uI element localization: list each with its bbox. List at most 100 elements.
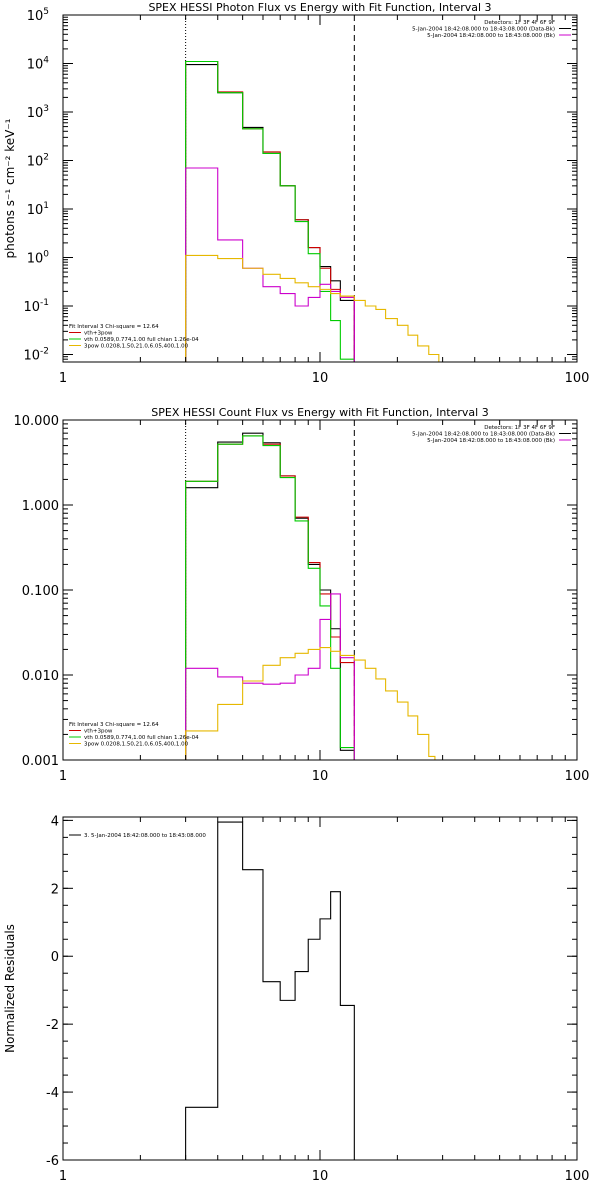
- x-axis: 1 10 100: [59, 420, 590, 784]
- y-tick-base: 0: [51, 950, 59, 965]
- y-tick-exponent: 2: [43, 152, 49, 162]
- legend-header: Fit Interval 3 Chi-square = 12.64: [69, 722, 159, 728]
- legend-label: 3pow 0.0208,1.50,21.0,6.05,400,1.00: [84, 742, 189, 748]
- y-tick-base: 10: [23, 348, 40, 363]
- info-line: Detectors: 1F 3F 4F 6F 9F: [484, 425, 555, 431]
- series-vth-3pow-line: [185, 60, 355, 362]
- y-tick-base: 10: [27, 154, 44, 169]
- residuals-chart: 1 10 100 -6 -4 -2 0 2 4 Normalized Residuals 3. 5-…: [3, 814, 589, 1184]
- legend-label: vth 0.0589,0.774,1.00 full chian 1.26e-0…: [84, 337, 199, 343]
- info-line: 5-Jan-2004 18:42:08.000 to 18:43:08.000 …: [427, 33, 555, 39]
- y-tick-label: 10-2: [23, 346, 49, 363]
- y-tick-label: 100: [27, 249, 50, 266]
- series-vth-line: [185, 60, 355, 362]
- x-tick-label: 100: [565, 1169, 590, 1184]
- x-tick-label: 10: [312, 1169, 329, 1184]
- y-tick-label: 103: [27, 104, 49, 121]
- y-tick-base: 10: [27, 106, 44, 121]
- chart-title: SPEX HESSI Count Flux vs Energy with Fit…: [151, 406, 488, 419]
- y-tick-label: -6: [46, 1154, 59, 1169]
- series-data-bk-line: [185, 432, 355, 760]
- y-tick-label: 0: [51, 950, 59, 965]
- y-axis-label: Normalized Residuals: [3, 924, 17, 1053]
- y-tick-base: -4: [46, 1086, 59, 1101]
- y-tick-exponent: 0: [43, 249, 49, 259]
- info-line: Detectors: 1F 3F 4F 6F 9F: [484, 20, 555, 26]
- y-tick-base: 10: [27, 9, 44, 24]
- y-tick-exponent: 5: [43, 7, 49, 17]
- y-tick-label: 10.000: [14, 414, 60, 429]
- y-tick-base: 0.010: [22, 669, 59, 684]
- y-tick-exponent: 4: [43, 55, 49, 65]
- x-tick-label: 10: [312, 371, 329, 386]
- x-tick-label: 10: [312, 769, 329, 784]
- legend-label: 3pow 0.0208,1.50,21.0,6.05,400,1.00: [84, 344, 189, 350]
- series-bk-line: [185, 167, 355, 362]
- series-bk-line: [185, 593, 355, 760]
- series-3pow-line: [185, 254, 440, 362]
- y-axis: -6 -4 -2 0 2 4: [46, 814, 577, 1169]
- x-tick-label: 1: [59, 1169, 67, 1184]
- y-axis: 0.001 0.010 0.100 1.000 10.000: [14, 414, 577, 769]
- y-tick-base: 1.000: [22, 499, 59, 514]
- info-line: 5-Jan-2004 18:42:08.000 to 18:43:08.000 …: [412, 432, 555, 438]
- y-tick-base: -2: [46, 1018, 59, 1033]
- y-tick-base: 0.100: [22, 584, 59, 599]
- plot-area: [185, 15, 440, 362]
- series-residuals-line: [185, 821, 355, 1160]
- series-vth-3pow-line: [185, 435, 355, 760]
- y-tick-label: 2: [51, 882, 59, 897]
- x-tick-label: 100: [565, 769, 590, 784]
- x-tick-label: 1: [59, 769, 67, 784]
- y-tick-base: 10: [23, 300, 40, 315]
- info-line: 5-Jan-2004 18:42:08.000 to 18:43:08.000 …: [412, 27, 555, 33]
- x-tick-label: 100: [565, 371, 590, 386]
- y-tick-label: 102: [27, 152, 49, 169]
- y-tick-label: 0.100: [22, 584, 59, 599]
- legend-label: 3. 5-Jan-2004 18:42:08.000 to 18:43:08.0…: [84, 833, 206, 839]
- plot-frame: [62, 14, 578, 363]
- plot-frame: [62, 816, 578, 1161]
- y-tick-exponent: 1: [43, 201, 49, 211]
- info-line: 5-Jan-2004 18:42:08.000 to 18:43:08.000 …: [427, 438, 555, 444]
- series-3pow-line: [185, 647, 436, 760]
- legend-label: vth+3pow: [84, 331, 113, 337]
- y-tick-label: -4: [46, 1086, 59, 1101]
- x-axis: 1 10 100: [59, 15, 590, 386]
- y-tick-exponent: -2: [40, 346, 49, 356]
- y-tick-base: 0.001: [22, 754, 59, 769]
- y-tick-base: 2: [51, 882, 59, 897]
- y-tick-label: 0.001: [22, 754, 59, 769]
- chart-title: SPEX HESSI Photon Flux vs Energy with Fi…: [148, 1, 491, 14]
- y-tick-base: 10.000: [14, 414, 60, 429]
- y-tick-base: 10: [27, 203, 44, 218]
- y-tick-label: 10-1: [23, 298, 49, 315]
- y-tick-label: 1.000: [22, 499, 59, 514]
- y-tick-base: -6: [46, 1154, 59, 1169]
- y-tick-base: 10: [27, 251, 44, 266]
- legend-label: vth+3pow: [84, 729, 113, 735]
- y-tick-label: -2: [46, 1018, 59, 1033]
- y-tick-base: 10: [27, 57, 44, 72]
- x-axis: 1 10 100: [59, 817, 590, 1184]
- y-tick-label: 4: [51, 814, 59, 829]
- x-tick-label: 1: [59, 371, 67, 386]
- y-tick-exponent: -1: [40, 298, 49, 308]
- y-axis-label: photons s⁻¹ cm⁻² keV⁻¹: [3, 118, 17, 258]
- y-tick-label: 0.010: [22, 669, 59, 684]
- y-tick-exponent: 3: [43, 104, 49, 114]
- legend-header: Fit Interval 3 Chi-square = 12.64: [69, 324, 159, 330]
- series-data-bk-line: [185, 64, 355, 362]
- y-tick-base: 4: [51, 814, 59, 829]
- series-vth-line: [185, 435, 355, 760]
- photon-flux-chart: SPEX HESSI Photon Flux vs Energy with Fi…: [3, 1, 589, 386]
- count-flux-chart: SPEX HESSI Count Flux vs Energy with Fit…: [14, 406, 590, 784]
- y-tick-label: 101: [27, 201, 49, 218]
- legend-label: vth 0.0589,0.774,1.00 full chian 1.26e-0…: [84, 735, 199, 741]
- y-tick-label: 104: [27, 55, 50, 72]
- plot-area: [185, 420, 436, 760]
- y-tick-label: 105: [27, 7, 49, 24]
- plot-area: [185, 821, 355, 1160]
